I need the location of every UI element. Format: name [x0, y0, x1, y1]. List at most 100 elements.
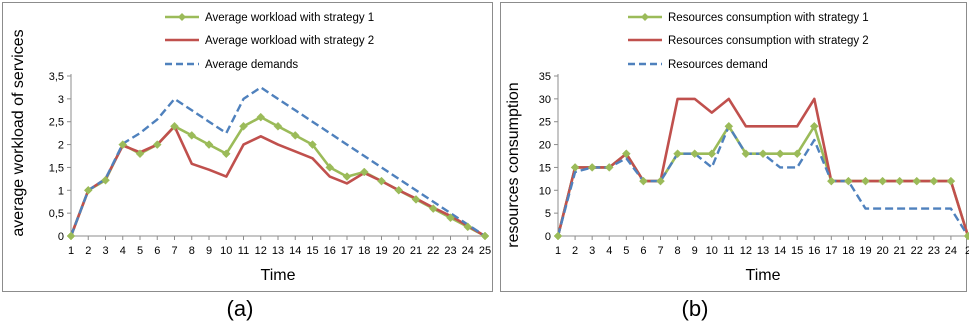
x-tick-label: 14 — [289, 245, 301, 257]
x-tick-label: 8 — [675, 245, 681, 257]
x-tick-label: 9 — [692, 245, 698, 257]
x-tick-label: 10 — [706, 245, 718, 257]
x-tick-label: 24 — [945, 245, 957, 257]
y-tick-label: 25 — [539, 117, 551, 129]
x-tick-label: 11 — [723, 245, 734, 257]
caption-b: (b) — [681, 296, 709, 321]
x-tick-label: 21 — [894, 245, 906, 257]
data-point-diamond — [861, 176, 870, 186]
data-point-diamond — [673, 149, 682, 159]
x-tick-label: 14 — [774, 245, 786, 257]
x-tick-label: 23 — [444, 245, 456, 257]
y-tick-label: 20 — [539, 140, 551, 152]
data-point-diamond — [359, 167, 369, 177]
x-axis-label: Time — [261, 267, 296, 284]
x-tick-label: 17 — [341, 245, 353, 257]
y-tick-label: 0 — [58, 231, 64, 243]
y-tick-label: 3 — [58, 94, 64, 106]
x-tick-label: 6 — [640, 245, 646, 257]
data-point-diamond — [428, 204, 438, 213]
x-tick-label: 2 — [85, 245, 91, 257]
data-point-diamond — [826, 176, 836, 186]
x-tick-label: 4 — [606, 245, 612, 257]
data-point-diamond — [273, 121, 283, 131]
data-point-diamond — [411, 195, 421, 204]
data-point-diamond — [239, 121, 248, 131]
data-point-diamond — [325, 163, 335, 172]
x-tick-label: 8 — [189, 245, 195, 257]
series-line-3 — [69, 86, 486, 238]
x-tick-label: 6 — [154, 245, 160, 257]
data-point-diamond — [256, 112, 266, 122]
data-point-diamond — [66, 231, 76, 241]
x-tick-label: 13 — [272, 245, 284, 257]
x-tick-label: 20 — [393, 245, 405, 257]
data-point-diamond — [480, 231, 490, 241]
x-tick-label: 20 — [876, 245, 888, 257]
data-point-diamond — [377, 176, 386, 186]
x-tick-label: 18 — [842, 245, 854, 257]
x-tick-label: 13 — [757, 245, 769, 257]
x-tick-label: 5 — [137, 245, 143, 257]
data-point-diamond — [809, 121, 819, 131]
x-tick-label: 7 — [657, 245, 663, 257]
data-point-diamond — [792, 149, 802, 159]
y-tick-label: 0 — [545, 231, 551, 243]
chart-panel-b: 0 5 10 15 20 25 30 35 1 2 3 4 5 6 7 8 9 10 11 12 13 14 15 16 17 1… — [500, 2, 969, 292]
data-point-diamond — [690, 149, 700, 159]
data-point-diamond — [912, 176, 922, 186]
data-point-diamond — [446, 213, 455, 223]
caption-a: (a) — [226, 296, 254, 321]
legend-marker — [178, 13, 186, 21]
data-point-diamond — [101, 175, 110, 185]
legend-label: Resources consumption with strategy 2 — [668, 35, 869, 47]
data-point-diamond — [290, 131, 300, 140]
x-tick-label: 3 — [589, 245, 595, 257]
data-point-diamond — [775, 149, 785, 159]
y-axis-label: resources consumption — [505, 82, 522, 247]
series-line-2 — [69, 125, 486, 238]
x-tick-label: 15 — [791, 245, 803, 257]
x-tick-label: 11 — [238, 245, 249, 257]
x-tick-label: 22 — [427, 245, 439, 257]
x-tick-label: 21 — [410, 245, 422, 257]
data-point-diamond — [741, 149, 751, 159]
chart-panel-a: 0 0,5 1 1,5 2 2,5 3 3,5 1 2 3 4 5 6 7 8 9 10 11 12 13 14 15 16 1… — [2, 2, 493, 292]
data-point-diamond — [152, 140, 162, 149]
data-point-diamond — [587, 163, 597, 172]
x-tick-label: 12 — [255, 245, 267, 257]
x-tick-label: 12 — [740, 245, 752, 257]
data-point-diamond — [187, 131, 197, 140]
data-point-diamond — [758, 149, 768, 159]
data-point-diamond — [308, 140, 317, 149]
x-tick-label: 22 — [911, 245, 923, 257]
y-tick-label: 5 — [545, 208, 551, 220]
legend-marker — [641, 13, 649, 21]
data-point-diamond — [707, 149, 717, 159]
x-tick-label: 10 — [220, 245, 232, 257]
y-tick-label: 1,5 — [49, 162, 64, 174]
y-tick-label: 35 — [539, 71, 551, 83]
series-line-2 — [556, 97, 969, 237]
x-tick-label: 1 — [555, 245, 561, 257]
data-point-diamond — [463, 222, 473, 232]
y-tick-label: 10 — [539, 185, 551, 197]
data-point-diamond — [724, 121, 734, 131]
y-tick-label: 2,5 — [49, 117, 64, 129]
x-tick-label: 3 — [102, 245, 108, 257]
x-tick-label: 25 — [479, 245, 491, 257]
data-point-diamond — [170, 121, 179, 131]
data-point-diamond — [604, 163, 614, 172]
data-point-diamond — [204, 140, 214, 149]
x-tick-label: 19 — [375, 245, 387, 257]
y-axis-label: average workload of services — [10, 29, 27, 236]
data-point-diamond — [221, 149, 231, 159]
x-tick-label: 17 — [825, 245, 837, 257]
x-tick-label: 24 — [462, 245, 474, 257]
legend-label: Resources demand — [668, 59, 768, 71]
data-point-diamond — [639, 176, 648, 186]
y-tick-label: 0,5 — [49, 208, 64, 220]
x-tick-label: 16 — [808, 245, 820, 257]
workload-chart: 00,511,522,533,51 2 3 4 5 6 7 8 9 10 11 12 13 14 15 16 1… — [10, 12, 491, 284]
data-point-diamond — [342, 172, 352, 181]
